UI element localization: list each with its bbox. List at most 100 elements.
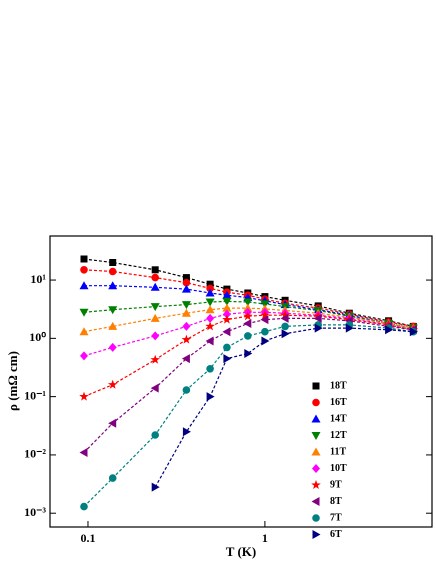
legend-label: 10T xyxy=(330,463,347,474)
point xyxy=(181,284,191,293)
point xyxy=(182,386,191,394)
legend-marker xyxy=(312,398,320,407)
point xyxy=(151,482,160,492)
point xyxy=(151,331,160,341)
point xyxy=(205,321,215,331)
point xyxy=(222,297,232,306)
point xyxy=(244,332,252,340)
point xyxy=(108,342,117,352)
fit-line xyxy=(83,314,414,398)
legend-label: 7T xyxy=(330,512,342,523)
point xyxy=(260,310,270,320)
point xyxy=(243,303,253,312)
point xyxy=(150,383,159,393)
point xyxy=(206,392,215,402)
point xyxy=(206,313,215,323)
point xyxy=(150,354,160,364)
point xyxy=(261,336,270,346)
point xyxy=(314,323,323,333)
point xyxy=(313,311,323,321)
legend-marker xyxy=(311,432,321,440)
legend-marker xyxy=(311,497,320,506)
y-tick-label: 10⁻² xyxy=(24,447,46,461)
legend-marker xyxy=(312,514,320,522)
y-tick-label: 10¹ xyxy=(30,272,46,286)
point xyxy=(223,354,232,364)
point xyxy=(222,309,231,319)
plot-frame xyxy=(49,235,433,528)
point xyxy=(313,313,322,323)
x-tick-label: 0.1 xyxy=(80,531,95,545)
point xyxy=(206,365,214,373)
y-tick-label: 10⁰ xyxy=(29,330,46,344)
point xyxy=(205,298,215,307)
point xyxy=(79,448,88,457)
point xyxy=(108,306,118,315)
point xyxy=(79,327,89,336)
point xyxy=(182,427,191,437)
legend-marker xyxy=(311,414,321,423)
point xyxy=(151,431,159,439)
point xyxy=(222,314,232,324)
point xyxy=(79,308,89,317)
point xyxy=(244,349,253,358)
legend-marker xyxy=(312,464,320,473)
point xyxy=(281,322,289,331)
point xyxy=(79,391,89,401)
point xyxy=(109,259,117,266)
point xyxy=(222,327,231,337)
point xyxy=(108,267,117,276)
point xyxy=(222,303,232,312)
legend-marker xyxy=(311,480,321,489)
x-axis-label: T (K) xyxy=(226,544,256,559)
point xyxy=(205,288,215,297)
point xyxy=(182,321,191,331)
y-tick-label: 10⁻¹ xyxy=(24,388,46,402)
point xyxy=(280,310,290,320)
legend-label: 18T xyxy=(330,380,347,391)
point xyxy=(205,305,215,314)
legend-label: 16T xyxy=(330,397,347,408)
legend-label: 14T xyxy=(330,413,347,424)
point xyxy=(151,266,159,274)
point xyxy=(206,284,214,293)
point xyxy=(80,502,88,511)
point xyxy=(150,303,160,312)
x-tick-label: 1 xyxy=(262,531,268,545)
point xyxy=(79,281,89,290)
point xyxy=(181,301,191,310)
y-tick-label: 10⁻³ xyxy=(24,505,46,519)
point xyxy=(345,323,354,333)
point xyxy=(280,313,289,323)
point xyxy=(205,336,214,346)
point xyxy=(108,418,117,428)
point xyxy=(80,351,88,361)
point xyxy=(260,315,269,325)
point xyxy=(243,319,252,328)
legend-label: 8T xyxy=(330,496,342,507)
legend-label: 11T xyxy=(330,446,346,457)
legend-label: 12T xyxy=(330,430,347,441)
legend-marker xyxy=(312,382,320,390)
point xyxy=(151,273,159,282)
point xyxy=(80,266,88,274)
point xyxy=(108,321,118,330)
point xyxy=(182,278,191,287)
point xyxy=(222,290,232,299)
point xyxy=(107,379,118,389)
legend-marker xyxy=(311,447,321,456)
point xyxy=(385,325,394,335)
point xyxy=(150,282,160,291)
point xyxy=(281,329,290,339)
point xyxy=(181,354,190,364)
point xyxy=(223,343,231,352)
point xyxy=(409,327,418,337)
point xyxy=(243,311,253,321)
point xyxy=(108,281,118,290)
point xyxy=(181,334,192,344)
legend-label: 6T xyxy=(330,529,342,540)
point xyxy=(108,474,117,482)
point xyxy=(243,298,253,307)
fit-line xyxy=(154,327,414,488)
